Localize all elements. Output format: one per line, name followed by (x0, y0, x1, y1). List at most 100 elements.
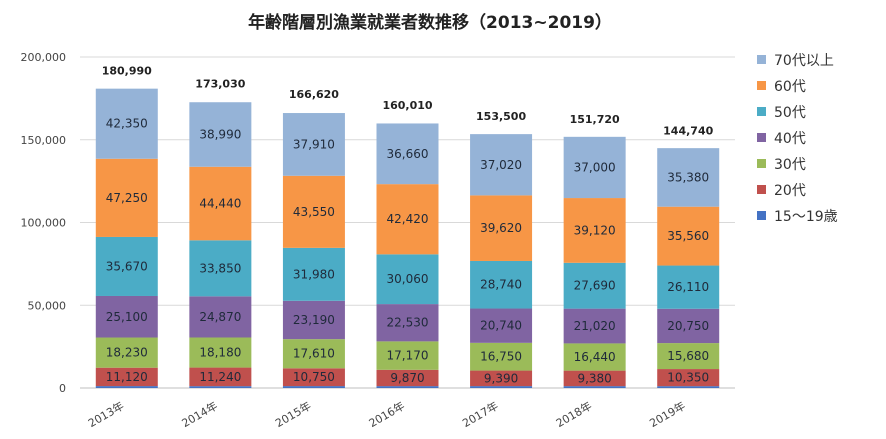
bar-segment (657, 265, 720, 309)
bar-segment (470, 195, 533, 261)
y-tick-label: 200,000 (21, 51, 67, 64)
bar-segment (95, 158, 158, 237)
bar-segment (95, 88, 158, 159)
bar-segment (282, 339, 345, 369)
bar-segment (95, 236, 158, 296)
bar-total-label: 173,030 (195, 78, 245, 91)
segment-value-label: 24,870 (199, 310, 241, 324)
segment-value-label: 35,670 (106, 259, 148, 273)
bar-segment (189, 386, 252, 388)
bar-segment (282, 175, 345, 248)
bar-segment (470, 308, 533, 343)
segment-value-label: 35,380 (667, 170, 709, 184)
bar-total-label: 144,740 (663, 124, 713, 137)
bar-segment (376, 123, 439, 185)
segment-value-label: 42,350 (106, 117, 148, 131)
legend-swatch (757, 55, 766, 64)
legend-label: 50代 (774, 105, 806, 121)
bar-segment (376, 341, 439, 370)
bar-segment (657, 343, 720, 370)
legend-label: 60代 (774, 79, 806, 95)
segment-value-label: 11,120 (106, 370, 148, 384)
bar-segment (470, 386, 533, 388)
bar-segment (470, 342, 533, 371)
bar-segment (563, 386, 626, 388)
bar-segment (657, 308, 720, 344)
bar-segment (563, 262, 626, 309)
segment-value-label: 17,610 (293, 347, 335, 361)
bar-total-label: 151,720 (570, 113, 620, 126)
segment-value-label: 35,560 (667, 229, 709, 243)
segment-value-label: 9,870 (390, 371, 424, 385)
bar-total-label: 180,990 (102, 64, 152, 77)
legend-label: 20代 (774, 183, 806, 199)
segment-value-label: 37,000 (574, 160, 616, 174)
bar-segment (563, 343, 626, 371)
bar-segment (376, 184, 439, 255)
segment-value-label: 9,380 (577, 371, 611, 385)
bar-segment (657, 206, 720, 266)
segment-value-label: 17,170 (387, 349, 429, 363)
bar-total-label: 166,620 (289, 88, 339, 101)
segment-value-label: 36,660 (387, 147, 429, 161)
segment-value-label: 22,530 (387, 316, 429, 330)
segment-value-label: 38,990 (199, 127, 241, 141)
x-tick-label: 2017年 (460, 398, 501, 430)
bar-segment (189, 337, 252, 368)
bar-segment (189, 240, 252, 297)
x-axis-ticks: 2013年 2014年 2015年 2016年 2017年 2018年 2019年 (86, 398, 688, 430)
data-labels: 11,120 18,230 25,100 35,670 47,250 42,350 180,… (102, 64, 714, 385)
segment-value-label: 44,440 (199, 197, 241, 211)
bar-segment (282, 386, 345, 388)
bar-segment (189, 367, 252, 387)
segment-value-label: 31,980 (293, 267, 335, 281)
segment-value-label: 16,440 (574, 350, 616, 364)
segment-value-label: 28,740 (480, 278, 522, 292)
segment-value-label: 11,240 (199, 370, 241, 384)
x-tick-label: 2014年 (179, 398, 220, 430)
y-tick-label: 0 (59, 382, 66, 395)
bar-total-label: 153,500 (476, 110, 526, 123)
legend-swatch (757, 185, 766, 194)
bar-segment (470, 134, 533, 196)
y-tick-label: 150,000 (21, 134, 67, 147)
segment-value-label: 39,120 (574, 223, 616, 237)
segment-value-label: 10,350 (667, 371, 709, 385)
chart-title: 年齢階層別漁業就業者数推移（2013~2019） (248, 12, 612, 33)
y-axis-ticks: 0 50,000 100,000 150,000 200,000 (21, 51, 67, 395)
segment-value-label: 25,100 (106, 310, 148, 324)
segment-value-label: 33,850 (199, 261, 241, 275)
segment-value-label: 37,020 (480, 158, 522, 172)
segment-value-label: 16,750 (480, 350, 522, 364)
bar-segment (563, 136, 626, 199)
y-tick-label: 100,000 (21, 217, 67, 230)
bar-segment (657, 148, 720, 207)
x-tick-label: 2013年 (86, 398, 127, 430)
bar-segment (376, 304, 439, 342)
bar-segment (563, 308, 626, 344)
segment-value-label: 43,550 (293, 205, 335, 219)
bar-segment (657, 369, 720, 387)
segment-value-label: 47,250 (106, 191, 148, 205)
bars (95, 88, 720, 388)
bar-segment (189, 296, 252, 338)
legend-label: 70代以上 (774, 53, 834, 69)
bar-segment (563, 198, 626, 263)
bar-segment (470, 260, 533, 309)
x-tick-label: 2015年 (273, 398, 314, 430)
bar-segment (189, 102, 252, 167)
segment-value-label: 23,190 (293, 313, 335, 327)
bar-segment (657, 386, 720, 388)
legend-swatch (757, 107, 766, 116)
bar-total-label: 160,010 (382, 99, 432, 112)
segment-value-label: 26,110 (667, 280, 709, 294)
y-tick-label: 50,000 (28, 299, 67, 312)
segment-value-label: 20,740 (480, 319, 522, 333)
legend-swatch (757, 81, 766, 90)
segment-value-label: 15,680 (667, 349, 709, 363)
x-tick-label: 2018年 (553, 398, 594, 430)
segment-value-label: 27,690 (574, 279, 616, 293)
legend-label: 30代 (774, 157, 806, 173)
segment-value-label: 30,060 (387, 272, 429, 286)
